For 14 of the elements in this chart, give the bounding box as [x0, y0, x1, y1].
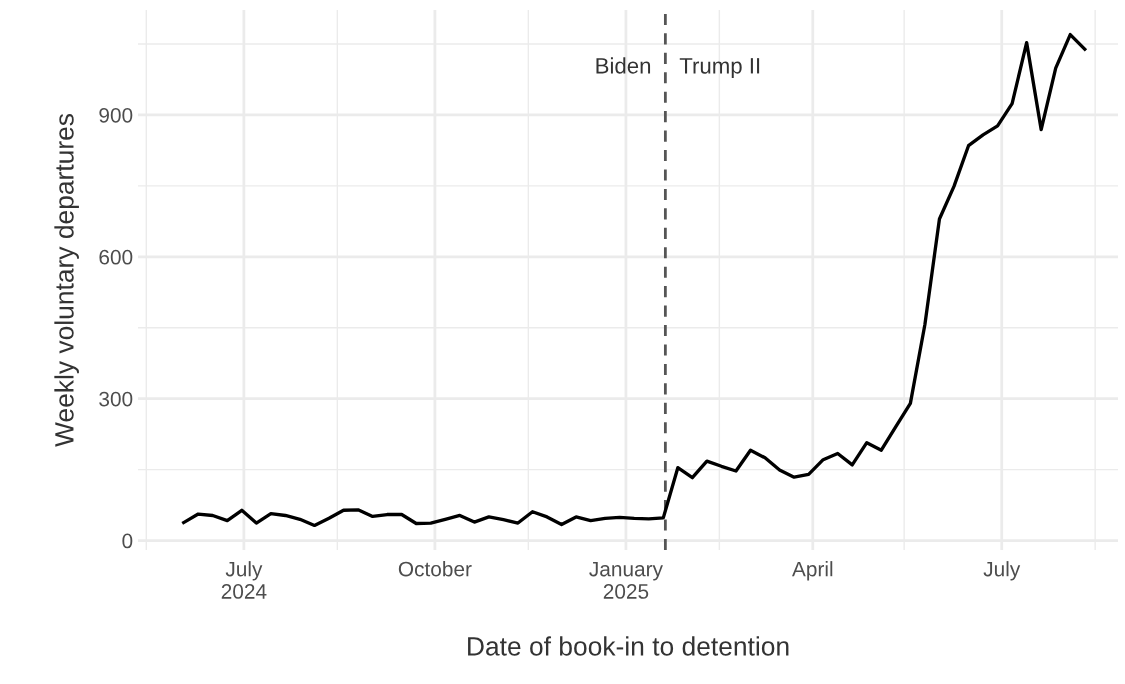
- x-axis-title: Date of book-in to detention: [468, 636, 789, 656]
- x-tick-label: January 2025: [589, 561, 663, 599]
- annotation: Trump II: [679, 58, 760, 79]
- x-tick-label: April: [791, 561, 833, 581]
- annotation: Biden: [596, 57, 651, 74]
- y-axis-title: Weekly voluntary departures: [54, 113, 79, 447]
- x-tick-label: October: [398, 561, 472, 577]
- x-tick-label: July 2024: [221, 561, 267, 599]
- y-tick-label: 0: [122, 533, 133, 549]
- y-tick-label: 300: [99, 391, 133, 407]
- x-tick-label: July: [983, 561, 1021, 581]
- line-series: [182, 32, 1087, 528]
- y-tick-label: 600: [99, 249, 133, 265]
- y-tick-label: 900: [99, 107, 133, 123]
